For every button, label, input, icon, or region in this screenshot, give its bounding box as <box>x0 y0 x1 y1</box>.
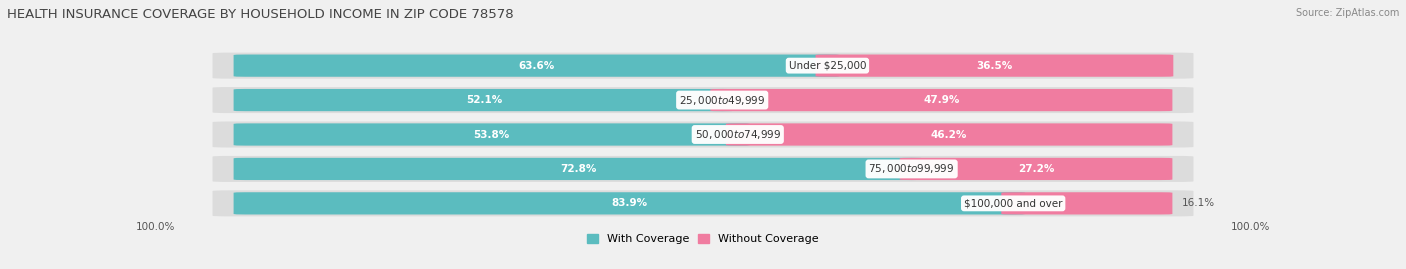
FancyBboxPatch shape <box>1001 192 1173 214</box>
Text: 46.2%: 46.2% <box>931 129 967 140</box>
Text: $100,000 and over: $100,000 and over <box>965 198 1063 208</box>
Text: 53.8%: 53.8% <box>474 129 510 140</box>
FancyBboxPatch shape <box>212 190 1194 216</box>
Text: $75,000 to $99,999: $75,000 to $99,999 <box>869 162 955 175</box>
Text: 83.9%: 83.9% <box>612 198 647 208</box>
FancyBboxPatch shape <box>815 55 1174 77</box>
Text: HEALTH INSURANCE COVERAGE BY HOUSEHOLD INCOME IN ZIP CODE 78578: HEALTH INSURANCE COVERAGE BY HOUSEHOLD I… <box>7 8 513 21</box>
Text: 27.2%: 27.2% <box>1018 164 1054 174</box>
FancyBboxPatch shape <box>725 123 1173 146</box>
FancyBboxPatch shape <box>212 53 1194 79</box>
Text: 72.8%: 72.8% <box>561 164 596 174</box>
FancyBboxPatch shape <box>233 55 839 77</box>
Text: 52.1%: 52.1% <box>465 95 502 105</box>
FancyBboxPatch shape <box>233 158 924 180</box>
Text: 16.1%: 16.1% <box>1181 198 1215 208</box>
FancyBboxPatch shape <box>212 156 1194 182</box>
FancyBboxPatch shape <box>233 89 734 111</box>
Text: $25,000 to $49,999: $25,000 to $49,999 <box>679 94 765 107</box>
Text: Under $25,000: Under $25,000 <box>789 61 866 71</box>
Legend: With Coverage, Without Coverage: With Coverage, Without Coverage <box>582 229 824 249</box>
Text: Source: ZipAtlas.com: Source: ZipAtlas.com <box>1295 8 1399 18</box>
Text: $50,000 to $74,999: $50,000 to $74,999 <box>695 128 780 141</box>
Text: 36.5%: 36.5% <box>976 61 1012 71</box>
FancyBboxPatch shape <box>233 123 749 146</box>
FancyBboxPatch shape <box>233 192 1025 214</box>
Text: 63.6%: 63.6% <box>519 61 554 71</box>
Text: 100.0%: 100.0% <box>1230 222 1270 232</box>
Text: 100.0%: 100.0% <box>136 222 176 232</box>
FancyBboxPatch shape <box>212 87 1194 113</box>
Text: 47.9%: 47.9% <box>924 95 959 105</box>
FancyBboxPatch shape <box>900 158 1173 180</box>
FancyBboxPatch shape <box>710 89 1173 111</box>
FancyBboxPatch shape <box>212 122 1194 147</box>
